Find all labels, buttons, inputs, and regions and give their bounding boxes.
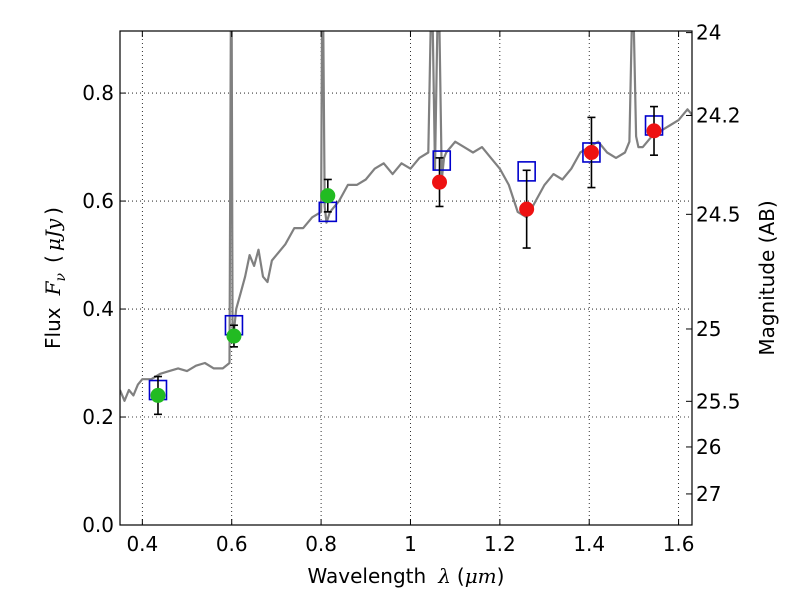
model-point-square — [432, 150, 452, 171]
magnitude-axis-label: Magnitude (AB) — [755, 200, 779, 355]
y-tick-label: 0.6 — [82, 189, 114, 213]
optical-data-point — [226, 328, 242, 344]
x-axis-label: Wavelength λ (μm) — [308, 564, 505, 588]
magnitude-tick-label: 24.5 — [696, 202, 741, 226]
x-tick-label: 1 — [404, 532, 417, 556]
magnitude-tick-label: 27 — [696, 482, 721, 506]
magnitude-tick-label: 24 — [696, 21, 721, 45]
y-tick-label: 0.8 — [82, 81, 114, 105]
x-tick-label: 0.6 — [216, 532, 248, 556]
x-tick-label: 1.6 — [663, 532, 695, 556]
axis-ticks: 0.4 0.6 0.8 1 1.2 1.4 1.6 0.0 0.2 0.4 0.6 0.8 24 24.2… — [82, 21, 740, 556]
magnitude-tick-label: 25.5 — [696, 389, 741, 413]
y-axis-label: FluxFν(μJy) — [41, 207, 69, 349]
magnitude-tick-label: 26 — [696, 435, 721, 459]
nir-data-point — [432, 174, 448, 190]
x-tick-label: 0.4 — [126, 532, 158, 556]
optical-data-point — [320, 188, 336, 204]
nir-data-point — [583, 144, 599, 160]
x-tick-label: 0.8 — [305, 532, 337, 556]
x-tick-label: 1.2 — [484, 532, 516, 556]
data-area — [120, 31, 692, 416]
x-tick-label: 1.4 — [573, 532, 605, 556]
y-tick-label: 0.4 — [82, 297, 114, 321]
nir-data-point — [646, 123, 662, 139]
magnitude-tick-label: 24.2 — [696, 103, 741, 127]
plot-frame — [119, 30, 693, 526]
magnitude-tick-label: 25 — [696, 317, 721, 341]
y-tick-label: 0.2 — [82, 405, 114, 429]
sed-line — [120, 31, 692, 402]
optical-data-point — [150, 387, 166, 403]
grid-lines — [120, 31, 692, 526]
y-tick-label: 0.0 — [82, 513, 114, 537]
nir-data-point — [519, 201, 535, 217]
